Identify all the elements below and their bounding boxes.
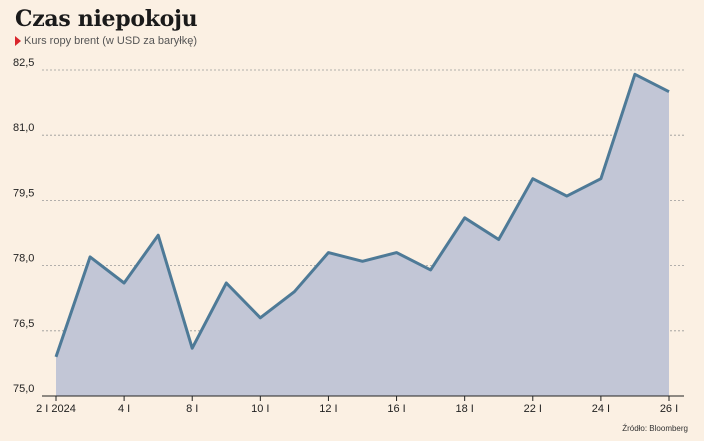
- y-tick-label: 76,5: [13, 318, 34, 330]
- data-point: [497, 238, 500, 241]
- series-line: [54, 72, 670, 358]
- data-point: [395, 251, 398, 254]
- data-point: [361, 260, 364, 263]
- y-tick-label: 81,0: [13, 122, 34, 134]
- data-point: [191, 347, 194, 350]
- x-tick-label: 4 I: [118, 403, 130, 415]
- y-tick-label: 78,0: [13, 253, 34, 265]
- data-point: [55, 355, 58, 358]
- x-tick-label: 18 I: [455, 403, 473, 415]
- red-triangle-icon: [15, 36, 21, 46]
- data-point: [157, 234, 160, 237]
- data-point: [327, 251, 330, 254]
- y-axis-ticks: 75,0 76,5 78,0 79,5 81,0 82,5: [13, 57, 34, 395]
- x-tick-label: 8 I: [186, 403, 198, 415]
- data-point: [633, 73, 636, 76]
- data-point: [531, 177, 534, 180]
- x-tick-label: 16 I: [387, 403, 405, 415]
- x-tick-label: 22 I: [524, 403, 542, 415]
- subtitle-text: Kurs ropy brent (w USD za baryłkę): [24, 35, 197, 47]
- y-tick-label: 75,0: [13, 383, 34, 395]
- chart-subtitle: Kurs ropy brent (w USD za baryłkę): [15, 35, 197, 47]
- data-point: [293, 290, 296, 293]
- data-point: [225, 281, 228, 284]
- data-point: [259, 316, 262, 319]
- data-point: [429, 268, 432, 271]
- data-point: [123, 281, 126, 284]
- source-note: Źródło: Bloomberg: [622, 424, 688, 433]
- x-tick-label: 2 I 2024: [36, 403, 76, 415]
- chart-title: Czas niepokoju: [15, 6, 198, 32]
- x-tick-label: 24 I: [592, 403, 610, 415]
- data-point: [599, 177, 602, 180]
- data-point: [668, 90, 671, 93]
- area-fill: [56, 74, 669, 397]
- x-axis-ticks: 2 I 2024 4 I 8 I 10 I 12 I 16 I 18 I 22 I 24 I 26…: [36, 396, 678, 415]
- y-tick-label: 82,5: [13, 57, 34, 69]
- x-tick-label: 10 I: [251, 403, 269, 415]
- y-tick-label: 79,5: [13, 187, 34, 199]
- x-tick-label: 26 I: [660, 403, 678, 415]
- data-point: [463, 216, 466, 219]
- data-point: [89, 255, 92, 258]
- x-tick-label: 12 I: [319, 403, 337, 415]
- data-point: [565, 195, 568, 198]
